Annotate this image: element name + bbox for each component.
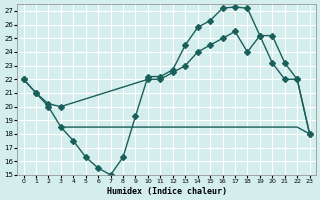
X-axis label: Humidex (Indice chaleur): Humidex (Indice chaleur)	[107, 187, 227, 196]
